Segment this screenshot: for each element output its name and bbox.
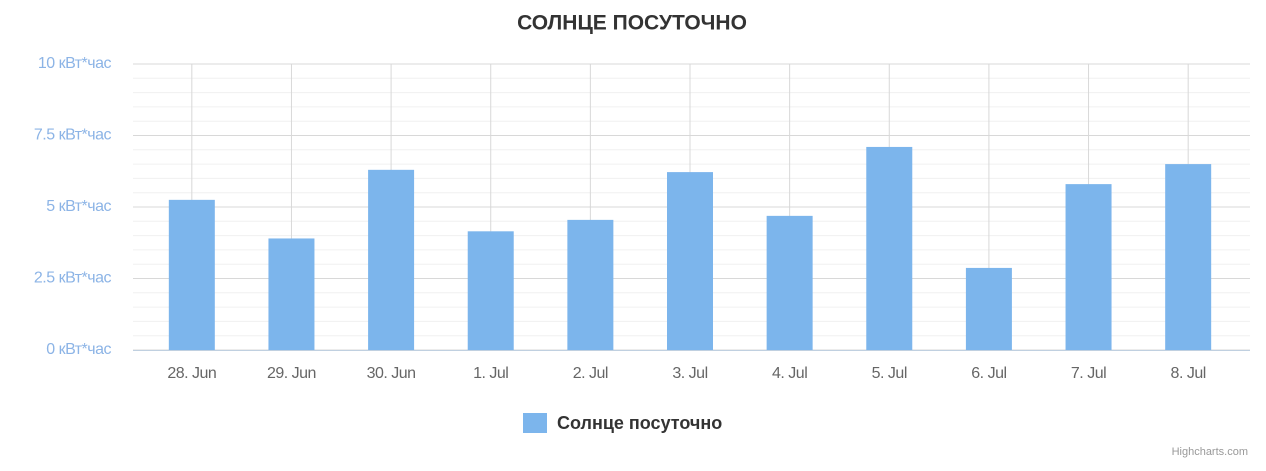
x-tick-label: 1. Jul (473, 365, 508, 382)
bar (667, 172, 713, 350)
chart-title: СОЛНЦЕ ПОСУТОЧНО (517, 12, 747, 35)
x-tick-label: 7. Jul (1071, 365, 1106, 382)
bar (467, 231, 514, 350)
bar (368, 169, 415, 350)
bar (866, 146, 913, 350)
x-tick-label: 5. Jul (872, 365, 907, 382)
y-tick-label: 7.5 кВт*час (34, 127, 112, 144)
x-tick-label: 8. Jul (1171, 365, 1206, 382)
legend-swatch (523, 413, 547, 433)
credits: Highcharts.com (1172, 446, 1248, 458)
bar (965, 267, 1012, 350)
x-tick-label: 2. Jul (573, 365, 608, 382)
x-tick-label: 29. Jun (267, 365, 316, 382)
bar (1165, 164, 1212, 350)
x-tick-label: 6. Jul (971, 365, 1006, 382)
bar (268, 238, 315, 350)
y-tick-label: 0 кВт*час (46, 341, 111, 358)
bar (567, 219, 614, 350)
x-tick-label: 4. Jul (772, 365, 807, 382)
x-tick-label: 28. Jun (167, 365, 216, 382)
bar (168, 199, 215, 350)
y-tick-label: 10 кВт*час (38, 55, 112, 72)
x-tick-label: 30. Jun (367, 365, 416, 382)
bar (1065, 184, 1112, 350)
y-tick-label: 2.5 кВт*час (34, 270, 112, 287)
bar (766, 215, 813, 350)
y-tick-label: 5 кВт*час (46, 198, 111, 215)
legend-label[interactable]: Солнце посуточно (557, 413, 722, 433)
x-tick-label: 3. Jul (672, 365, 707, 382)
